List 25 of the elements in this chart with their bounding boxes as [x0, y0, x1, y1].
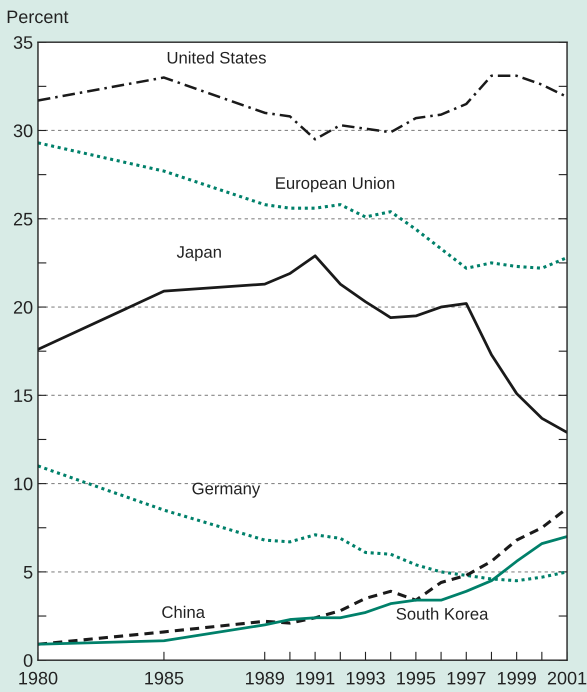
y-tick-label: 30 [14, 124, 32, 138]
x-tick-label: 1985 [145, 672, 184, 685]
x-tick-label: 1980 [19, 672, 58, 685]
x-tick-label: 1999 [498, 672, 536, 685]
y-tick-label: 10 [14, 478, 32, 490]
series-label: Japan [176, 246, 221, 262]
series-label: United States [168, 51, 266, 64]
y-tick-label: 15 [14, 389, 32, 402]
x-tick-label: 1993 [346, 672, 385, 685]
x-tick-label: 1991 [296, 672, 334, 685]
y-tick-label: 5 [24, 566, 32, 579]
series-label: South Korea [396, 608, 488, 620]
series-label: China [162, 606, 205, 618]
series-label: Germany [192, 482, 260, 498]
y-tick-label: 25 [14, 212, 32, 226]
y-tick-label: 35 [14, 36, 32, 49]
series-label: European Union [276, 176, 394, 192]
line-series [38, 141, 568, 270]
x-tick-label: 1995 [397, 672, 436, 685]
y-tick-label: 20 [14, 300, 32, 314]
x-tick-label: 1997 [448, 672, 486, 685]
y-tick-label: 0 [24, 654, 32, 667]
x-tick-label: 2001 [548, 672, 586, 685]
y-axis-title: Percent [8, 10, 68, 24]
x-tick-label: 1989 [246, 672, 284, 685]
